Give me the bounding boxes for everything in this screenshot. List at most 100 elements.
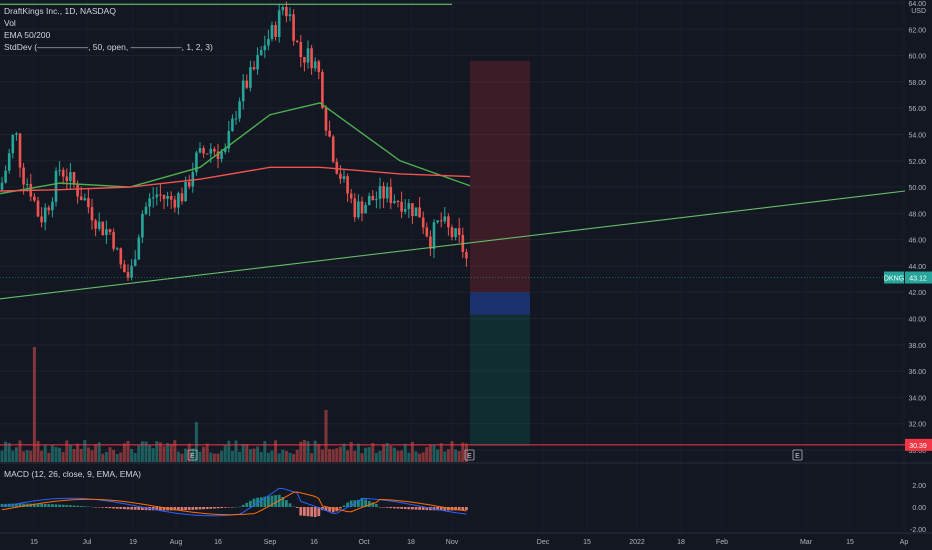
candle-body: [40, 216, 43, 223]
macd-histogram-bar: [133, 507, 137, 510]
volume-bar: [108, 447, 112, 462]
volume-bar: [263, 441, 267, 462]
volume-bar: [205, 443, 209, 462]
candle-body: [274, 25, 277, 37]
candle-body: [155, 194, 159, 198]
volume-bars: [0, 347, 468, 462]
time-tick-label: Mar: [800, 539, 813, 546]
candle-body: [285, 7, 288, 17]
candle-body: [295, 40, 299, 43]
candle-body: [407, 203, 411, 210]
macd-histogram-bar: [43, 503, 47, 507]
candle-body: [321, 71, 324, 108]
target-zone: [470, 314, 530, 447]
time-tick-label: 16: [310, 539, 318, 546]
time-tick-label: Feb: [716, 539, 728, 546]
volume-bar: [50, 444, 54, 462]
volume-bar: [54, 447, 58, 462]
line-price-tag: 30.39: [909, 443, 927, 450]
volume-bar: [367, 447, 371, 462]
candle-body: [205, 153, 209, 155]
volume-bar: [310, 453, 314, 462]
volume-bar: [432, 444, 436, 462]
volume-bar: [385, 442, 389, 462]
volume-bar: [11, 450, 15, 462]
volume-bar: [133, 453, 137, 462]
price-tick-label: 42.00: [908, 290, 926, 297]
macd-histogram-bar: [22, 503, 25, 507]
candle-body: [259, 50, 263, 56]
candle-body: [331, 136, 335, 162]
macd-histogram-bar: [36, 503, 40, 507]
volume-bar: [202, 446, 206, 462]
candle-body: [403, 209, 407, 212]
macd-histogram-bar: [439, 507, 443, 511]
volume-bar: [101, 453, 105, 462]
candle-body: [425, 227, 429, 237]
last-price-tag: 43.12: [909, 276, 927, 283]
candle-body: [342, 176, 346, 179]
macd-histogram-bar: [97, 507, 101, 508]
macd-histogram-bar: [11, 503, 15, 507]
volume-bar: [320, 449, 324, 462]
macd-histogram-bar: [123, 507, 126, 510]
macd-histogram-bar: [238, 506, 241, 508]
position-tool[interactable]: [470, 60, 530, 447]
volume-bar: [288, 452, 292, 462]
candle-body: [241, 80, 245, 102]
volume-bar: [227, 440, 231, 462]
price-tick-label: 32.00: [908, 422, 926, 429]
price-tick-label: 46.00: [908, 238, 926, 245]
earnings-label: E: [467, 453, 472, 460]
volume-bar: [403, 443, 407, 462]
macd-histogram-bar: [173, 507, 177, 511]
macd-histogram-bar: [187, 507, 191, 510]
candle-body: [432, 222, 436, 249]
candle-body: [112, 232, 115, 249]
candle-body: [231, 118, 234, 132]
macd-histogram-bar: [447, 507, 450, 511]
candle-body: [411, 203, 414, 217]
macd-histogram-bar: [313, 507, 317, 517]
candle-body: [105, 229, 108, 236]
candle-body: [148, 198, 151, 207]
macd-histogram-bar: [58, 504, 61, 507]
macd-histogram-bar: [306, 507, 310, 517]
volume-bar: [7, 443, 11, 462]
macd-histogram-bar: [15, 503, 18, 507]
volume-bar: [248, 449, 252, 462]
volume-bar: [40, 450, 44, 462]
candle-body: [166, 195, 169, 199]
volume-bar: [14, 447, 18, 462]
candle-body: [393, 201, 396, 204]
time-tick-label: 18: [677, 539, 685, 546]
candle-body: [303, 57, 306, 63]
macd-histogram-bar: [216, 507, 220, 509]
candle-body: [141, 214, 144, 238]
volume-bar: [378, 450, 382, 462]
time-tick-label: Jul: [83, 539, 92, 546]
ema-legend: EMA 50/200: [4, 30, 51, 40]
volume-bar: [130, 448, 134, 462]
candle-body: [436, 220, 439, 223]
volume-bar: [162, 446, 166, 462]
macd-histogram-bar: [202, 507, 205, 510]
macd-histogram-bar: [130, 507, 133, 510]
volume-bar: [144, 441, 148, 462]
macd-histogram-bar: [162, 507, 166, 511]
candle-body: [130, 265, 133, 278]
candle-body: [76, 184, 79, 197]
macd-histogram-bar: [411, 507, 414, 510]
candle-body: [83, 198, 87, 201]
candle-body: [465, 251, 468, 259]
price-tick-label: 30.00: [908, 448, 926, 455]
candle-body: [450, 227, 454, 238]
candle-body: [249, 67, 252, 88]
last-price-tag-bg: [905, 271, 932, 284]
candle-body: [396, 201, 400, 203]
macd-histogram-bar: [346, 502, 349, 507]
macd-histogram-bar: [112, 507, 115, 509]
volume-bar: [252, 448, 256, 462]
